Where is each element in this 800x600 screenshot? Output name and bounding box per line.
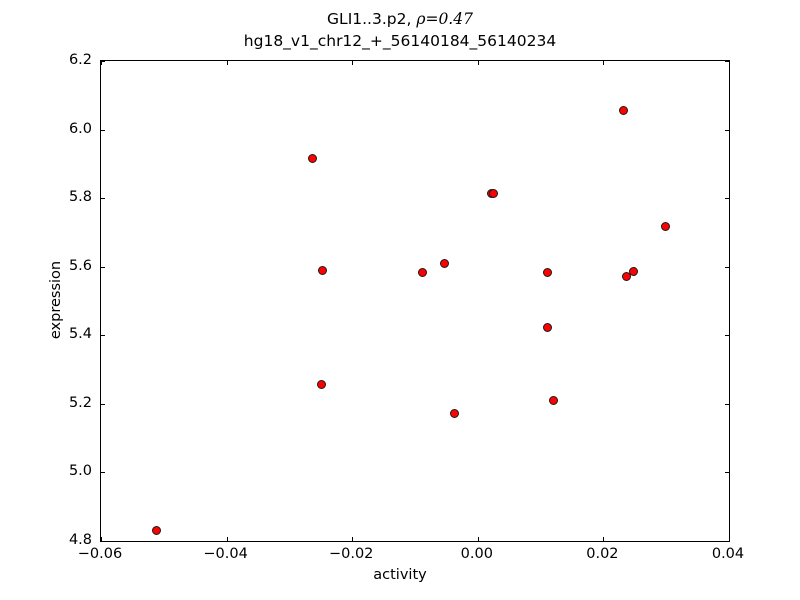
x-axis-tick-top <box>729 60 730 65</box>
y-axis-tick-label: 6.2 <box>68 52 92 68</box>
y-axis-tick-right <box>725 266 730 268</box>
x-axis-tick-label: −0.04 <box>203 546 248 562</box>
x-axis-tick <box>477 537 479 542</box>
rho-value: =0.47 <box>425 10 473 28</box>
y-axis-tick-right <box>725 472 730 474</box>
x-axis-label: activity <box>373 567 427 583</box>
y-axis-tick-right <box>725 129 730 131</box>
y-axis-tick-right <box>725 403 730 405</box>
scatter-point <box>621 272 631 282</box>
x-axis-tick-top <box>226 60 228 65</box>
x-axis-tick <box>101 537 102 542</box>
x-axis-tick <box>603 537 605 542</box>
plot-axes-frame <box>100 60 730 542</box>
x-axis-tick-top <box>101 60 102 65</box>
x-axis-tick-label: −0.02 <box>328 546 374 562</box>
scatter-point <box>440 259 450 269</box>
x-axis-tick-top <box>477 60 479 65</box>
scatter-point <box>543 322 553 332</box>
y-axis-tick-label: 4.8 <box>68 532 92 548</box>
y-axis-tick-label: 6.0 <box>68 120 92 137</box>
scatter-point <box>488 188 498 198</box>
scatter-point <box>629 266 639 276</box>
scatter-point <box>450 408 460 418</box>
scatter-point <box>317 266 327 275</box>
y-axis-tick <box>100 61 105 62</box>
y-axis-label: expression <box>48 260 64 340</box>
x-axis-tick-top <box>352 60 354 65</box>
chart-subtitle: hg18_v1_chr12_+_56140184_56140234 <box>243 32 557 50</box>
rho-symbol: ρ <box>416 10 426 28</box>
y-axis-tick-right <box>725 335 730 337</box>
chart-title: GLI1..3.p2, ρ=0.47 <box>0 8 800 30</box>
scatter-point <box>307 153 317 163</box>
y-axis-tick-right <box>725 198 730 200</box>
scatter-point <box>548 396 558 406</box>
x-axis-tick-top <box>603 60 605 65</box>
scatter-point <box>542 268 552 278</box>
x-axis-tick-label: −0.06 <box>77 546 123 562</box>
y-axis-tick <box>100 541 105 542</box>
y-axis-tick-right <box>725 541 730 542</box>
scatter-point <box>418 268 428 278</box>
scatter-point <box>152 525 162 535</box>
chart-title-block: GLI1..3.p2, ρ=0.47 hg18_v1_chr12_+_56140… <box>0 8 800 52</box>
scatter-point <box>316 379 326 389</box>
x-axis-tick-label: 0.02 <box>586 546 619 562</box>
y-axis-tick-label: 5.6 <box>68 257 92 274</box>
y-axis-tick-right <box>725 61 730 62</box>
y-axis-tick-label: 5.0 <box>68 463 92 480</box>
x-axis-tick-label: 0.04 <box>711 546 745 562</box>
x-axis-tick <box>226 537 228 542</box>
scatter-point <box>619 105 629 115</box>
y-axis-tick <box>100 335 105 337</box>
y-axis-tick <box>100 266 105 268</box>
y-axis-tick <box>100 129 105 131</box>
y-axis-tick-label: 5.8 <box>68 189 92 206</box>
x-axis-tick <box>729 537 730 542</box>
x-axis-tick-label: 0.00 <box>460 546 493 562</box>
y-axis-tick <box>100 198 105 200</box>
scatter-point <box>660 222 670 232</box>
chart-title-prefix: GLI1..3.p2, <box>327 10 417 28</box>
y-axis-tick-label: 5.2 <box>68 394 92 411</box>
y-axis-tick <box>100 403 105 405</box>
y-axis-tick <box>100 472 105 474</box>
x-axis-tick <box>352 537 354 542</box>
y-axis-tick-label: 5.4 <box>68 326 92 343</box>
